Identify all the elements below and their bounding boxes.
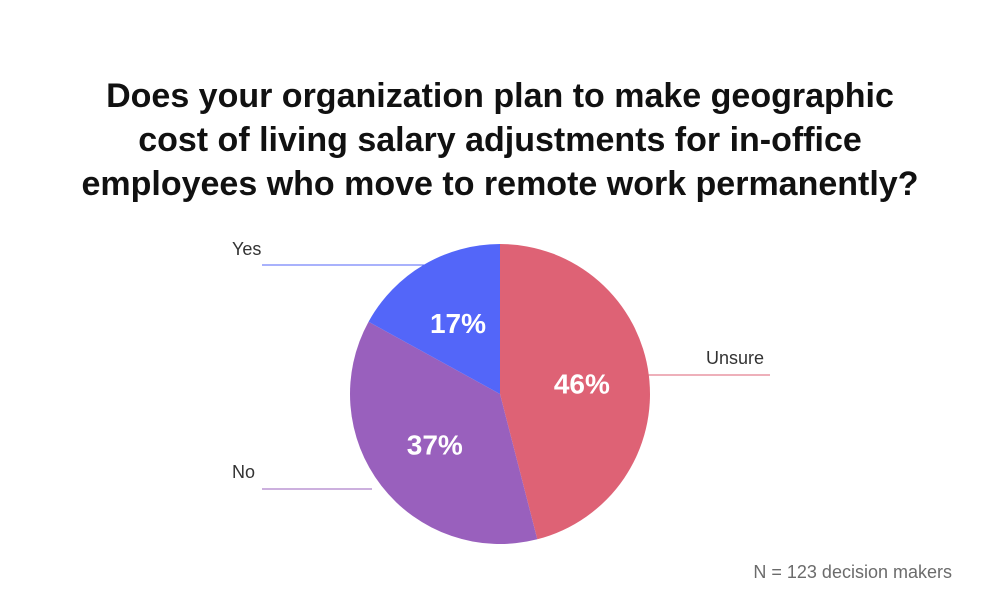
category-label-unsure: Unsure bbox=[706, 348, 764, 368]
slice-value-label-no: 37% bbox=[407, 430, 463, 461]
pie-slice-yes bbox=[368, 244, 500, 394]
slice-value-label-yes: 17% bbox=[430, 308, 486, 339]
leader-lines bbox=[262, 264, 770, 490]
pie-slices bbox=[350, 244, 651, 544]
category-label-yes: Yes bbox=[232, 239, 261, 259]
slice-value-label-unsure: 46% bbox=[554, 369, 610, 400]
category-label-no: No bbox=[232, 462, 255, 482]
slice-labels: 46% 37% 17% bbox=[407, 308, 610, 461]
chart-title-line-1: Does your organization plan to make geog… bbox=[106, 77, 894, 115]
chart-title-line-2: cost of living salary adjustments for in… bbox=[138, 121, 862, 159]
category-labels: Unsure No Yes bbox=[232, 239, 764, 482]
chart-title-line-3: employees who move to remote work perman… bbox=[81, 165, 919, 203]
pie-slice-no bbox=[350, 321, 538, 544]
pie-slice-unsure bbox=[500, 244, 651, 540]
sample-size-note: N = 123 decision makers bbox=[753, 562, 952, 582]
chart-title: Does your organization plan to make geog… bbox=[40, 74, 960, 206]
